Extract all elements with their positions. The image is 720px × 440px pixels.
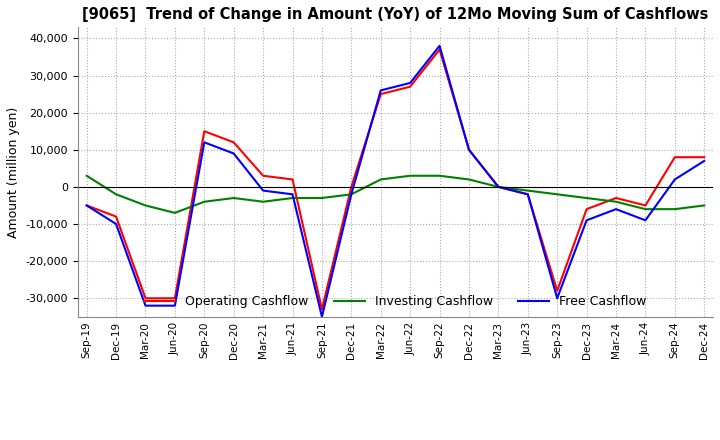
Investing Cashflow bbox=[582, 195, 591, 201]
Free Cashflow bbox=[436, 43, 444, 48]
Investing Cashflow bbox=[406, 173, 415, 178]
Investing Cashflow bbox=[436, 173, 444, 178]
Free Cashflow bbox=[171, 303, 179, 308]
Free Cashflow bbox=[670, 177, 679, 182]
Free Cashflow bbox=[523, 192, 532, 197]
Operating Cashflow bbox=[112, 214, 120, 219]
Investing Cashflow bbox=[553, 192, 562, 197]
Investing Cashflow bbox=[112, 192, 120, 197]
Title: [9065]  Trend of Change in Amount (YoY) of 12Mo Moving Sum of Cashflows: [9065] Trend of Change in Amount (YoY) o… bbox=[82, 7, 708, 22]
Free Cashflow bbox=[494, 184, 503, 190]
Free Cashflow bbox=[288, 192, 297, 197]
Legend: Operating Cashflow, Investing Cashflow, Free Cashflow: Operating Cashflow, Investing Cashflow, … bbox=[139, 290, 652, 313]
Free Cashflow bbox=[377, 88, 385, 93]
Investing Cashflow bbox=[347, 192, 356, 197]
Free Cashflow bbox=[200, 140, 209, 145]
Investing Cashflow bbox=[171, 210, 179, 216]
Operating Cashflow bbox=[82, 203, 91, 208]
Operating Cashflow bbox=[230, 140, 238, 145]
Free Cashflow bbox=[464, 147, 473, 152]
Investing Cashflow bbox=[82, 173, 91, 178]
Operating Cashflow bbox=[258, 173, 267, 178]
Operating Cashflow bbox=[670, 154, 679, 160]
Free Cashflow bbox=[641, 218, 649, 223]
Free Cashflow bbox=[406, 81, 415, 86]
Operating Cashflow bbox=[200, 128, 209, 134]
Free Cashflow bbox=[553, 296, 562, 301]
Operating Cashflow bbox=[347, 184, 356, 190]
Free Cashflow bbox=[112, 221, 120, 227]
Free Cashflow bbox=[347, 192, 356, 197]
Operating Cashflow bbox=[700, 154, 708, 160]
Operating Cashflow bbox=[406, 84, 415, 89]
Investing Cashflow bbox=[258, 199, 267, 204]
Operating Cashflow bbox=[171, 296, 179, 301]
Free Cashflow bbox=[82, 203, 91, 208]
Operating Cashflow bbox=[288, 177, 297, 182]
Investing Cashflow bbox=[670, 206, 679, 212]
Investing Cashflow bbox=[377, 177, 385, 182]
Operating Cashflow bbox=[582, 206, 591, 212]
Investing Cashflow bbox=[200, 199, 209, 204]
Operating Cashflow bbox=[612, 195, 621, 201]
Line: Operating Cashflow: Operating Cashflow bbox=[86, 50, 704, 309]
Operating Cashflow bbox=[553, 288, 562, 293]
Free Cashflow bbox=[318, 314, 326, 319]
Investing Cashflow bbox=[494, 184, 503, 190]
Investing Cashflow bbox=[612, 199, 621, 204]
Operating Cashflow bbox=[523, 192, 532, 197]
Free Cashflow bbox=[700, 158, 708, 164]
Investing Cashflow bbox=[641, 206, 649, 212]
Line: Investing Cashflow: Investing Cashflow bbox=[86, 176, 704, 213]
Investing Cashflow bbox=[288, 195, 297, 201]
Investing Cashflow bbox=[230, 195, 238, 201]
Line: Free Cashflow: Free Cashflow bbox=[86, 46, 704, 317]
Operating Cashflow bbox=[318, 307, 326, 312]
Free Cashflow bbox=[582, 218, 591, 223]
Investing Cashflow bbox=[318, 195, 326, 201]
Operating Cashflow bbox=[464, 147, 473, 152]
Operating Cashflow bbox=[494, 184, 503, 190]
Operating Cashflow bbox=[377, 92, 385, 97]
Y-axis label: Amount (million yen): Amount (million yen) bbox=[7, 106, 20, 238]
Investing Cashflow bbox=[141, 203, 150, 208]
Free Cashflow bbox=[258, 188, 267, 193]
Operating Cashflow bbox=[436, 47, 444, 52]
Investing Cashflow bbox=[700, 203, 708, 208]
Operating Cashflow bbox=[141, 296, 150, 301]
Investing Cashflow bbox=[464, 177, 473, 182]
Investing Cashflow bbox=[523, 188, 532, 193]
Free Cashflow bbox=[141, 303, 150, 308]
Free Cashflow bbox=[230, 151, 238, 156]
Free Cashflow bbox=[612, 206, 621, 212]
Operating Cashflow bbox=[641, 203, 649, 208]
